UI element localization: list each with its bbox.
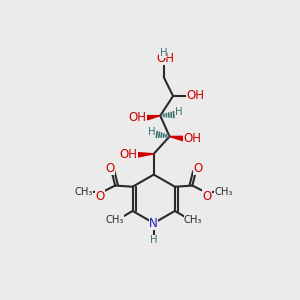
Polygon shape (144, 116, 160, 121)
Text: OH: OH (128, 111, 146, 124)
Text: O: O (105, 162, 114, 175)
Polygon shape (135, 152, 154, 158)
Text: OH: OH (187, 89, 205, 102)
Polygon shape (169, 136, 186, 141)
Text: CH₃: CH₃ (74, 187, 93, 197)
Text: CH₃: CH₃ (215, 187, 233, 197)
Text: H: H (175, 107, 183, 117)
Text: OH: OH (119, 148, 137, 161)
Text: O: O (203, 190, 212, 203)
Text: OH: OH (183, 132, 201, 145)
Text: H: H (148, 127, 155, 137)
Text: CH₃: CH₃ (105, 215, 124, 225)
Text: H: H (160, 48, 167, 58)
Text: H: H (150, 236, 158, 245)
Text: OH: OH (157, 52, 175, 65)
Text: N: N (149, 217, 158, 230)
Text: O: O (95, 190, 105, 203)
Text: O: O (193, 162, 202, 175)
Text: CH₃: CH₃ (184, 215, 202, 225)
